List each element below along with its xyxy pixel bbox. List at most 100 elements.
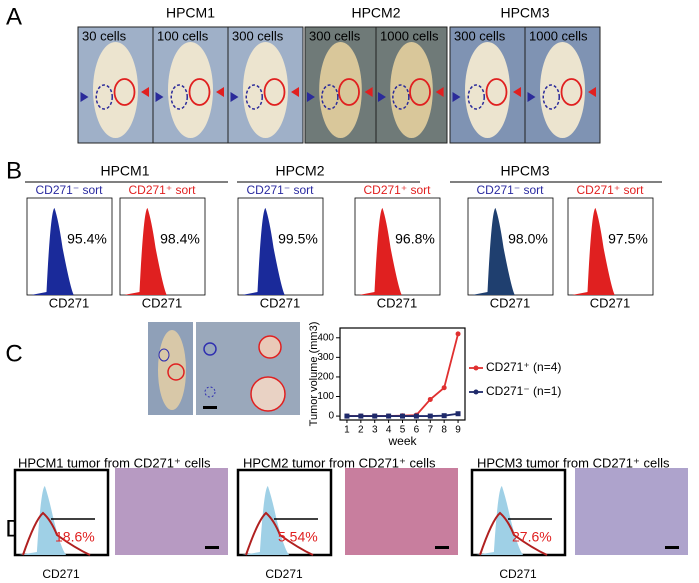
histogram (19, 486, 67, 555)
label: 300 cells (454, 28, 506, 43)
red-circle (485, 78, 508, 106)
red-circle (263, 78, 286, 106)
scale-bar (665, 546, 679, 549)
arrow (588, 87, 596, 97)
mouse (390, 42, 433, 138)
point (455, 411, 461, 417)
point (358, 413, 364, 419)
label: HPCM2 (351, 5, 400, 21)
label: CD271⁺ (n=4) (486, 360, 561, 374)
label: 2 (358, 425, 364, 436)
label: CD271⁺ sort (128, 183, 196, 197)
arrow (435, 87, 444, 97)
dashed-circle (170, 84, 188, 110)
histogram (242, 486, 290, 555)
label: CD271 (499, 567, 537, 581)
mouse (319, 42, 362, 138)
point (441, 385, 447, 391)
dashed-circle (392, 84, 410, 110)
label: HPCM1 tumor from CD271⁺ cells (18, 455, 211, 470)
point (413, 413, 419, 419)
label: HPCM1 (166, 5, 215, 21)
point (441, 413, 447, 419)
point (455, 331, 461, 337)
histogram (242, 208, 285, 295)
label: CD271⁺ sort (363, 183, 431, 197)
histogram-outline (22, 511, 91, 556)
legend-marker (473, 365, 479, 371)
label: A (6, 3, 22, 30)
label: 96.8% (395, 231, 435, 247)
label: 100 cells (157, 28, 209, 43)
histogram-outline (479, 511, 548, 556)
arrow (141, 87, 149, 97)
label: 18.6% (55, 529, 95, 545)
plot-frame (236, 468, 333, 557)
red-circle (409, 78, 431, 106)
label: 27.6% (512, 529, 552, 545)
label: 9 (455, 425, 461, 436)
label: 98.4% (160, 231, 200, 247)
label: HPCM3 (500, 163, 549, 179)
histogram (472, 208, 515, 295)
scale-bar (205, 546, 219, 549)
label: 99.5% (278, 231, 318, 247)
scale-bar (203, 406, 217, 409)
point (427, 396, 433, 402)
label: 1 (344, 425, 350, 436)
histogram (124, 208, 167, 295)
label: 6 (414, 425, 420, 436)
label: CD271 (260, 295, 300, 310)
label: CD271⁺ sort (576, 183, 644, 197)
label: HPCM2 tumor from CD271⁺ cells (243, 455, 436, 470)
arrow (364, 87, 373, 97)
photo (196, 322, 300, 415)
series-line (346, 333, 459, 417)
label: 300 cells (232, 28, 284, 43)
point (386, 413, 392, 419)
dashed-circle (245, 84, 263, 110)
dashed-circle (95, 84, 113, 110)
arrow (80, 92, 89, 102)
red-circle (338, 78, 360, 106)
label: B (6, 157, 22, 184)
label: CD271⁻ (n=1) (486, 384, 561, 398)
label: CD271 (142, 295, 182, 310)
histology (575, 468, 688, 555)
histogram (359, 208, 402, 295)
tumor (250, 376, 286, 412)
mouse (158, 330, 186, 410)
label: Tumor volume (mm3) (308, 322, 320, 427)
histology (115, 468, 228, 555)
label: 400 (317, 332, 334, 343)
label: CD271 (265, 567, 303, 581)
plot-frame (13, 468, 110, 557)
label: 1000 cells (380, 28, 439, 43)
label: 5 (400, 425, 406, 436)
label: 7 (427, 425, 433, 436)
label: HPCM1 (100, 163, 149, 179)
arrow (527, 92, 536, 102)
label: HPCM3 tumor from CD271⁺ cells (477, 455, 670, 470)
arrow (306, 92, 315, 102)
arrow (513, 87, 521, 97)
arrow (155, 92, 164, 102)
label: 97.5% (608, 231, 648, 247)
label: 5.54% (278, 529, 318, 545)
plot-frame (339, 327, 466, 421)
label: CD271 (49, 295, 89, 310)
point (344, 413, 350, 419)
arrow (230, 92, 239, 102)
label: 8 (441, 425, 447, 436)
histogram (572, 208, 615, 295)
label: 300 (317, 352, 334, 363)
label: CD271 (490, 295, 530, 310)
dashed-circle (321, 84, 339, 110)
label: CD271 (590, 295, 630, 310)
histogram-outline (245, 511, 314, 556)
point (400, 413, 405, 419)
label: CD271⁻ sort (35, 183, 103, 197)
point (372, 413, 378, 419)
label: 98.0% (508, 231, 548, 247)
